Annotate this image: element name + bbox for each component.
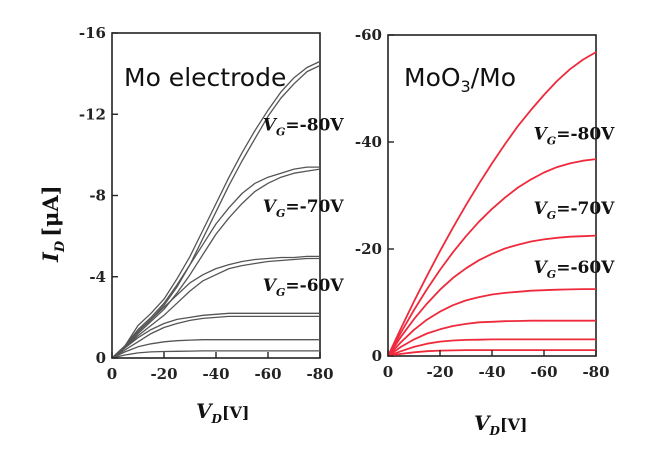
x-tick-label: -20: [150, 365, 177, 383]
y-tick-label: 0: [372, 347, 382, 365]
panel-title: Mo electrode: [124, 63, 286, 92]
gate-voltage-label: VG=-60V: [263, 276, 345, 299]
series-line-6: [111, 312, 320, 359]
panel-title: MoO3/Mo: [404, 63, 516, 96]
y-tick-label: -8: [89, 187, 106, 205]
panel-moo3-mo: 0 -20 -40 -60 -80 0-20-40-60 VG=-80VVG=-70VV…: [355, 26, 615, 438]
x-axis-label: VD[V]: [474, 411, 528, 438]
x-tick-label: -40: [202, 365, 229, 383]
series-line-4: [387, 319, 596, 357]
y-tick-label: -20: [355, 240, 382, 258]
series-lines: [387, 51, 597, 357]
panel-mo-electrode: 0 -20 -40 -60 -80 0 -4 -8 -12 -16 VG=-80V VG=-70V…: [38, 24, 344, 426]
x-tick-label: 0: [383, 363, 393, 381]
y-ticks: 0 -4 -8 -12 -16: [79, 24, 118, 367]
series-line-3: [387, 288, 596, 357]
series-line-2: [387, 234, 597, 357]
series-line-4: [111, 255, 320, 359]
series-lines: [111, 60, 321, 359]
gate-voltage-labels: VG=-80V VG=-70V VG=-60V: [534, 124, 616, 281]
series-line-2: [111, 166, 320, 359]
x-tick-label: -60: [530, 363, 557, 381]
y-tick-label: -16: [79, 24, 106, 42]
y-tick-label: -4: [89, 268, 106, 286]
x-axis-label: VD[V]: [196, 399, 250, 426]
y-tick-label: -60: [355, 26, 382, 44]
gate-voltage-labels: VG=-80V VG=-70V VG=-60V: [263, 116, 345, 299]
y-ticks: 0 -20 -40 -60: [355, 26, 394, 365]
x-ticks: 0 -20 -40 -60 -80: [107, 352, 334, 383]
y-tick-label: -12: [79, 105, 106, 123]
series-line-0: [111, 60, 321, 359]
series-line-3: [111, 168, 321, 359]
x-ticks: 0 -20 -40 -60 -80: [383, 350, 610, 381]
series-line-8: [111, 339, 320, 359]
gate-voltage-label: VG=-80V: [263, 116, 345, 139]
x-tick-label: -80: [306, 365, 333, 383]
x-tick-label: -20: [426, 363, 453, 381]
gate-voltage-label: VG=-80V: [534, 124, 616, 147]
gate-voltage-label: VG=-60V: [534, 258, 616, 281]
x-tick-label: -60: [254, 365, 281, 383]
series-line-1: [387, 158, 597, 357]
series-line-5: [387, 338, 596, 357]
series-line-9: [111, 350, 320, 359]
series-line-5: [111, 257, 320, 359]
y-tick-label: -40: [355, 133, 382, 151]
gate-voltage-label: VG=-70V: [534, 199, 616, 222]
x-tick-label: -40: [478, 363, 505, 381]
x-tick-label: 0: [107, 365, 117, 383]
series-line-0: [387, 51, 597, 357]
y-axis-label: ID[μA]: [38, 185, 68, 263]
gate-voltage-label: VG=-70V: [263, 197, 345, 220]
series-line-7: [111, 315, 320, 359]
x-tick-label: -80: [582, 363, 609, 381]
y-tick-label: 0: [96, 349, 106, 367]
